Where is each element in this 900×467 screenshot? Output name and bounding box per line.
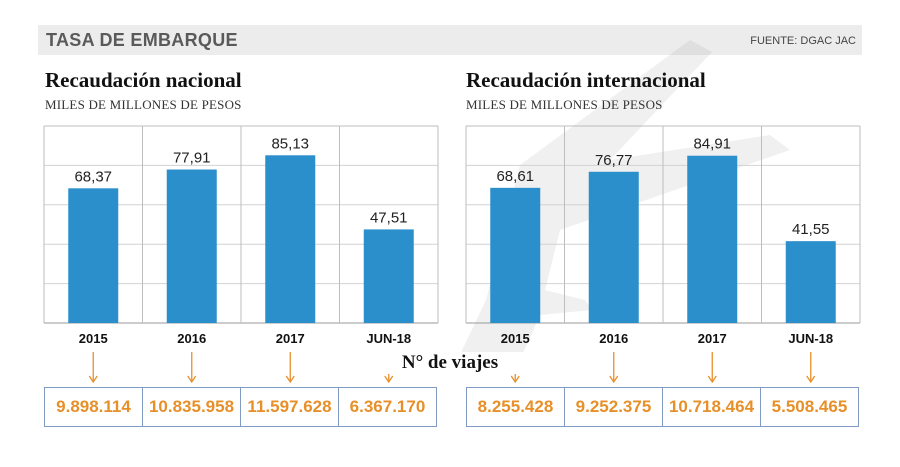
- trips-arrow-head: [88, 375, 98, 384]
- x-tick-label: JUN-18: [366, 331, 411, 346]
- data-label: 77,91: [173, 150, 211, 167]
- trips-value: 10.835.958: [143, 388, 241, 426]
- bar: [68, 188, 119, 323]
- trips-value: 11.597.628: [241, 388, 339, 426]
- bar: [363, 229, 414, 323]
- data-label: 76,77: [595, 152, 633, 169]
- header-title: TASA DE EMBARQUE: [46, 30, 238, 50]
- bar: [785, 241, 836, 323]
- data-label: 84,91: [693, 136, 731, 153]
- trips-box-internacional: 8.255.428 9.252.375 10.718.464 5.508.465: [466, 387, 859, 427]
- x-tick-label: 2017: [276, 331, 305, 346]
- trips-value: 10.718.464: [663, 388, 761, 426]
- trips-value: 8.255.428: [467, 388, 565, 426]
- data-label: 85,13: [271, 135, 309, 152]
- x-tick-label: 2015: [79, 331, 108, 346]
- trips-arrow-head: [384, 375, 394, 384]
- data-label: 41,55: [792, 221, 830, 238]
- bar-chart-0: 68,37 2015 77,91 2016 85,13 2017 47,51 JUN-18: [43, 125, 439, 384]
- data-label: 47,51: [370, 209, 408, 226]
- source-label: FUENTE: DGAC JAC: [750, 35, 856, 47]
- bar: [490, 187, 541, 323]
- trips-arrow-head: [609, 375, 619, 384]
- data-label: 68,61: [496, 168, 534, 185]
- chart-subtitle-nacional: MILES DE MILLONES DE PESOS: [45, 97, 242, 112]
- chart-subtitle-internacional: MILES DE MILLONES DE PESOS: [466, 97, 663, 112]
- bar: [265, 155, 316, 323]
- bar-chart-1: 68,61 2015 76,77 2016 84,91 2017 41,55 JUN-18: [465, 125, 861, 384]
- trips-value: 9.252.375: [565, 388, 663, 426]
- x-tick-label: 2017: [698, 331, 727, 346]
- trips-arrow-head: [187, 375, 197, 384]
- x-tick-label: JUN-18: [788, 331, 833, 346]
- trips-value: 5.508.465: [771, 397, 848, 416]
- trips-arrow-head: [806, 375, 816, 384]
- bar: [588, 171, 639, 323]
- chart-title-internacional: Recaudación internacional: [466, 68, 706, 92]
- data-label: 68,37: [74, 168, 112, 185]
- x-tick-label: 2015: [501, 331, 530, 346]
- trips-arrow-head: [510, 375, 520, 384]
- header-bar: TASA DE EMBARQUE FUENTE: DGAC JAC: [38, 25, 862, 55]
- trips-value: 9.898.114: [45, 388, 143, 426]
- trips-label: N° de viajes: [370, 352, 530, 374]
- chart-title-nacional: Recaudación nacional: [45, 68, 242, 92]
- trips-arrow-head: [707, 375, 717, 384]
- trips-arrow-head: [285, 375, 295, 384]
- bar: [166, 169, 217, 323]
- bar: [687, 155, 738, 323]
- x-tick-label: 2016: [599, 331, 628, 346]
- trips-value: 6.367.170: [349, 397, 426, 416]
- x-tick-label: 2016: [177, 331, 206, 346]
- trips-box-nacional: 9.898.114 10.835.958 11.597.628 6.367.17…: [44, 387, 437, 427]
